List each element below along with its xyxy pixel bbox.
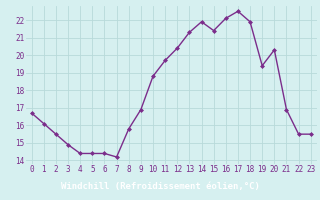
Text: Windchill (Refroidissement éolien,°C): Windchill (Refroidissement éolien,°C) xyxy=(60,182,260,192)
